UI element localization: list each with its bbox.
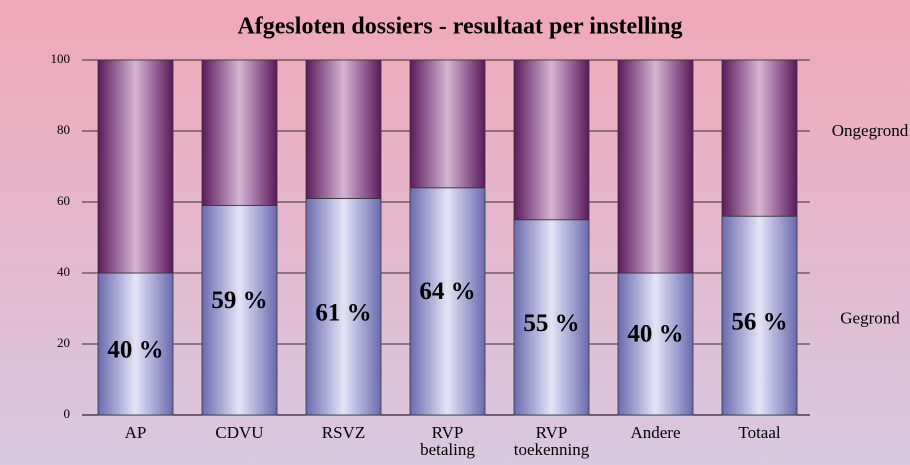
data-label: 40 % — [627, 321, 683, 348]
legend-label: Ongegrond — [832, 121, 909, 140]
data-label: 59 % — [211, 287, 267, 314]
x-tick-label: AP — [124, 423, 147, 442]
bar-segment — [97, 272, 174, 416]
bar-segment — [513, 59, 590, 221]
data-label: 64 % — [419, 278, 475, 305]
bar-segment — [617, 59, 694, 274]
x-tick-label: RVP betaling — [420, 423, 475, 459]
bar-segment — [305, 198, 382, 416]
legend-label: Gegrond — [840, 309, 900, 328]
data-label: 55 % — [523, 310, 579, 337]
x-tick-label: RSVZ — [321, 423, 366, 442]
bar-segment — [201, 59, 278, 206]
x-tick-label: Andere — [630, 423, 681, 442]
bar-segment — [305, 59, 382, 199]
y-tick-label: 80 — [57, 122, 70, 137]
y-tick-label: 100 — [51, 51, 71, 66]
bar-segment — [721, 59, 798, 217]
data-label: 40 % — [107, 337, 163, 364]
bar-segment — [617, 272, 694, 416]
chart-title: Afgesloten dossiers - resultaat per inst… — [237, 14, 682, 40]
x-tick-label: CDVU — [215, 423, 264, 442]
y-tick-label: 0 — [64, 406, 71, 421]
bar-segment — [409, 187, 486, 416]
y-tick-label: 60 — [57, 193, 70, 208]
x-tick-label: RVP toekenning — [513, 423, 590, 459]
bar-segment — [513, 219, 590, 416]
y-tick-label: 20 — [57, 335, 70, 350]
bar-segment — [721, 215, 798, 416]
x-tick-label: Totaal — [738, 423, 781, 442]
data-label: 56 % — [731, 308, 787, 335]
bar-segment — [409, 59, 486, 189]
bar-segment — [201, 205, 278, 416]
y-tick-label: 40 — [57, 264, 70, 279]
data-label: 61 % — [315, 299, 371, 326]
bar-segment — [97, 59, 174, 274]
